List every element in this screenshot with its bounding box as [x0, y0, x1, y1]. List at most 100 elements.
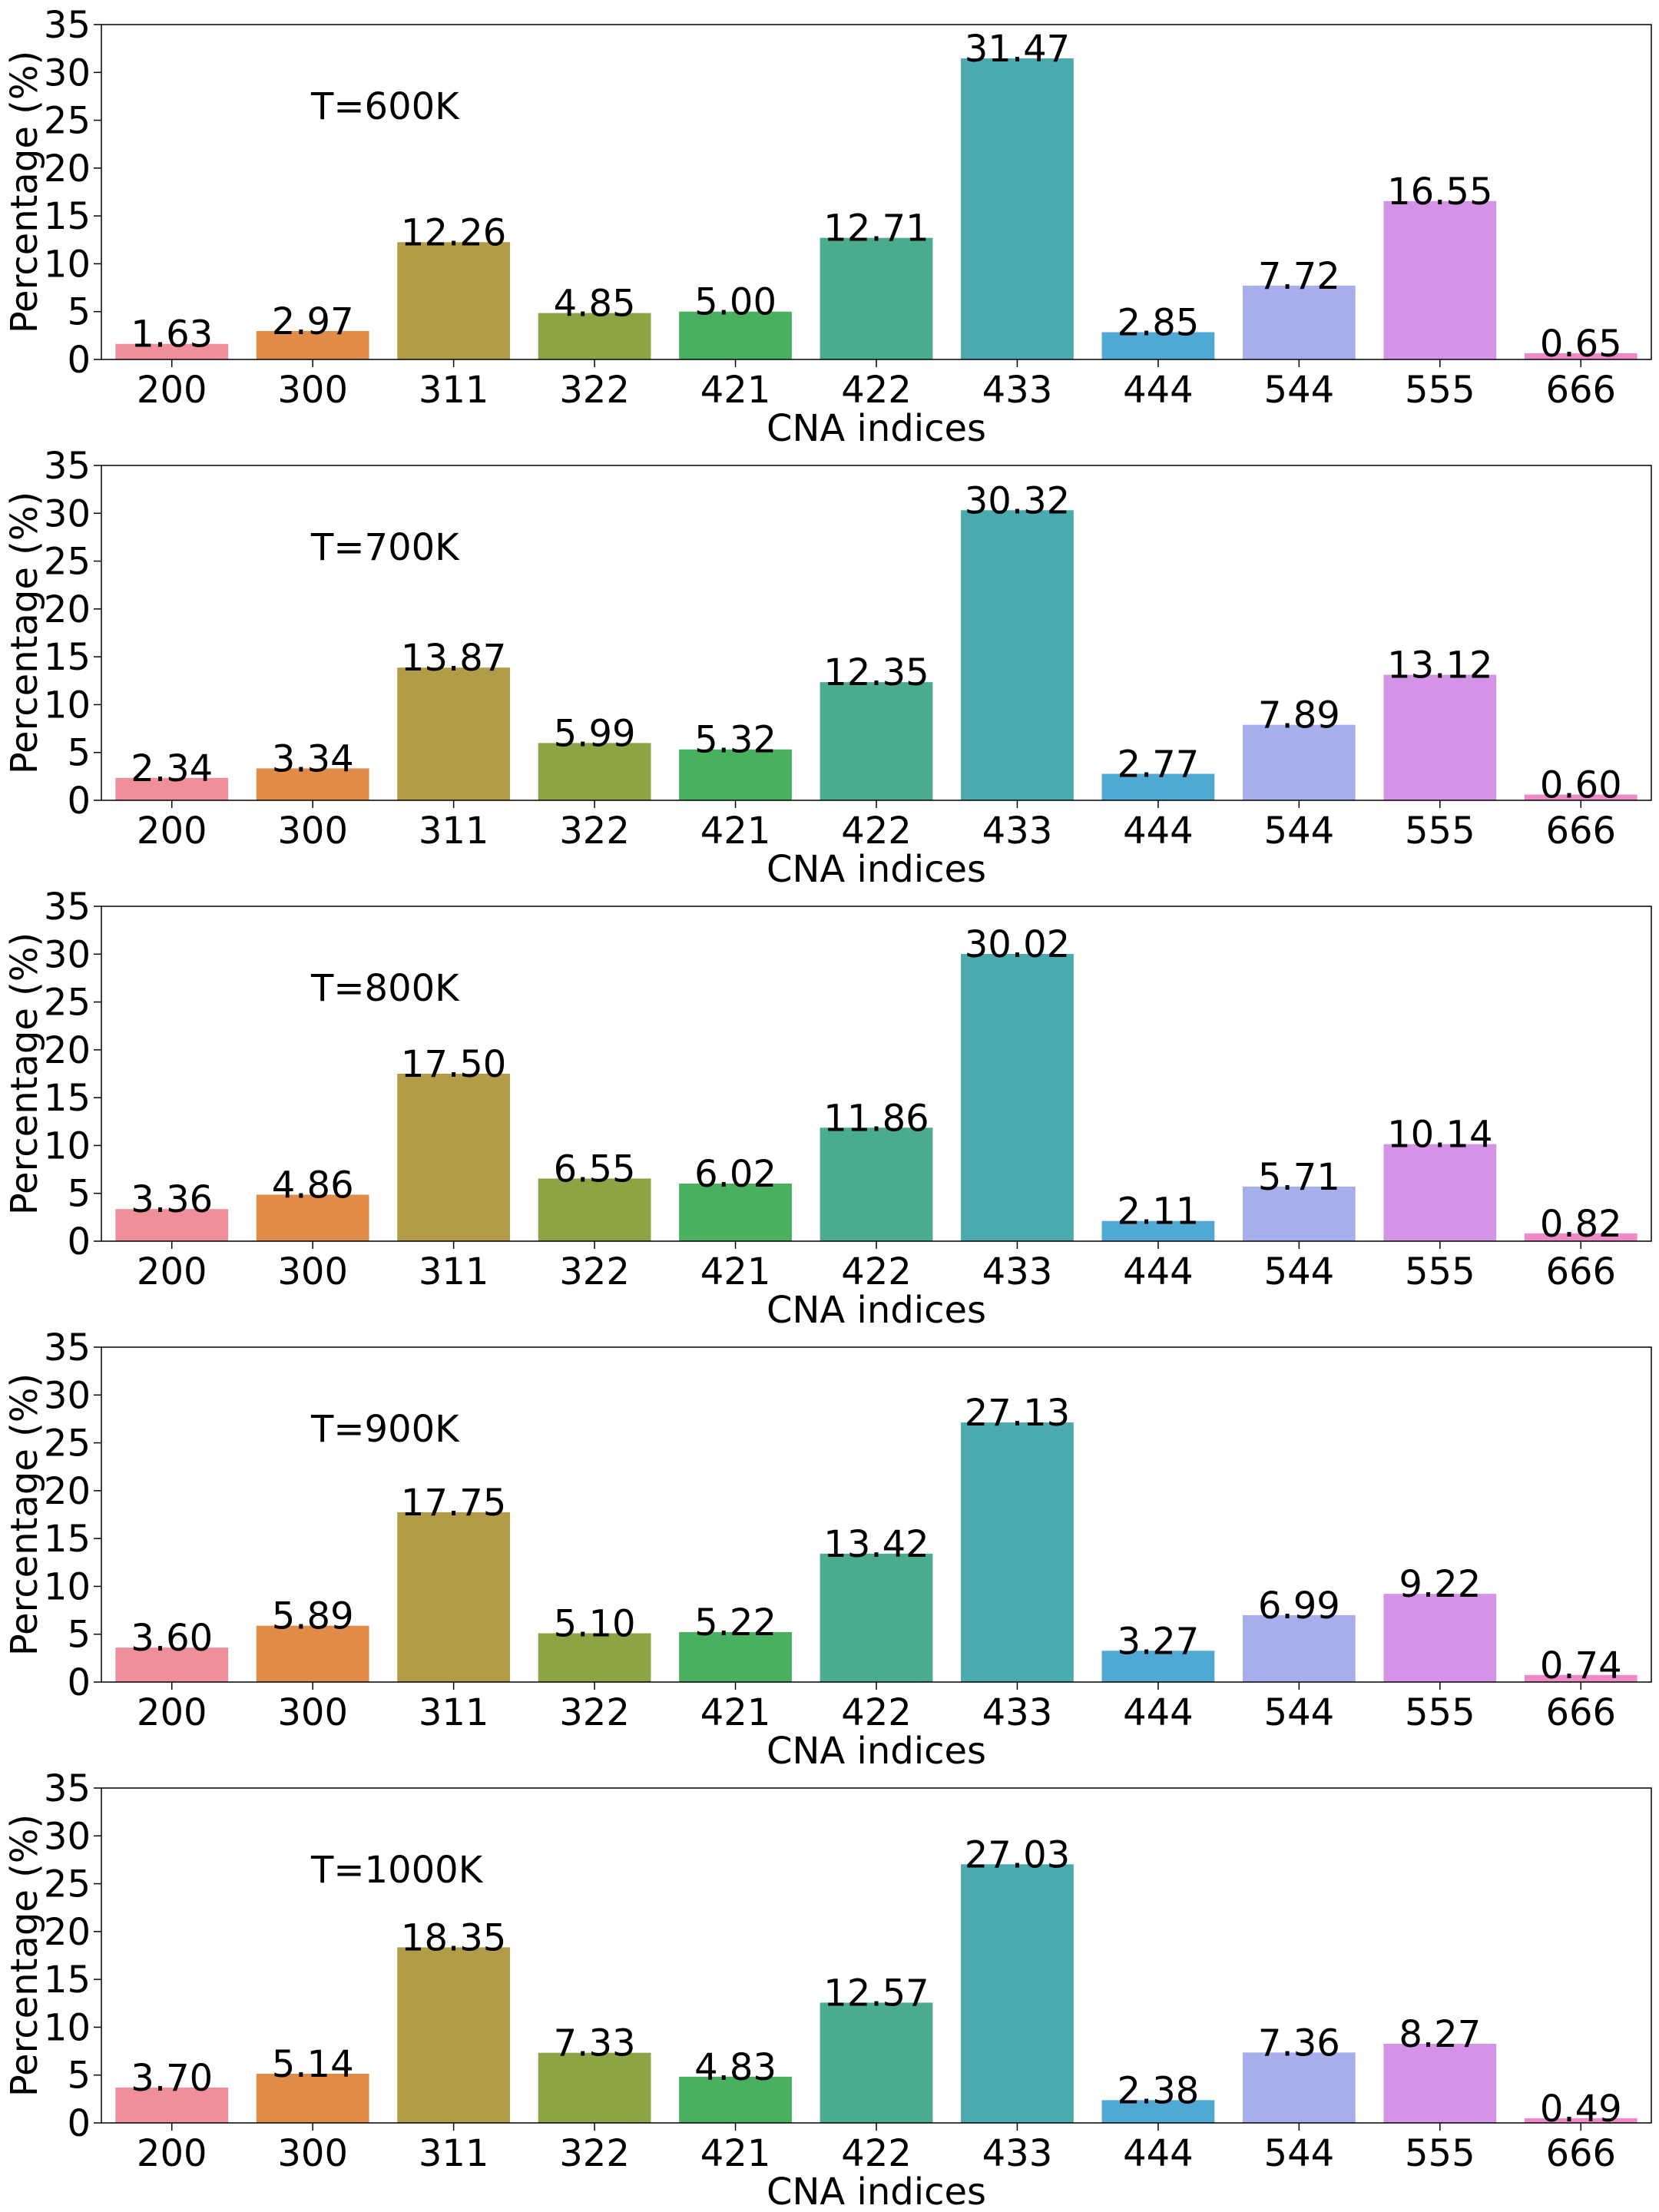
- x-tick-label: 421: [700, 369, 771, 412]
- value-label: 3.27: [1117, 1620, 1199, 1663]
- x-tick-label: 300: [277, 1250, 348, 1293]
- bar-433: [961, 510, 1074, 800]
- bar-444: [1101, 773, 1215, 800]
- y-tick-label: 25: [44, 100, 91, 143]
- bar-555: [1383, 1594, 1497, 1682]
- x-tick-label: 544: [1264, 1691, 1335, 1734]
- bar-433: [961, 58, 1074, 359]
- bar-444: [1101, 2100, 1215, 2123]
- y-tick-label: 25: [44, 1863, 91, 1906]
- x-tick-label: 300: [277, 810, 348, 853]
- value-label: 0.65: [1540, 323, 1622, 366]
- y-tick-label: 25: [44, 982, 91, 1025]
- value-label: 8.27: [1399, 2013, 1481, 2056]
- bar-421: [679, 311, 792, 359]
- y-axis-label: Percentage (%): [3, 932, 46, 1215]
- bar-422: [820, 682, 933, 800]
- x-tick-label: 422: [841, 1250, 912, 1293]
- value-label: 0.82: [1540, 1203, 1622, 1246]
- x-tick-label: 544: [1264, 369, 1335, 412]
- x-axis-label: CNA indices: [767, 407, 986, 450]
- value-label: 2.34: [131, 747, 213, 790]
- y-axis-label: Percentage (%): [3, 1814, 46, 2097]
- y-tick-label: 35: [44, 4, 91, 47]
- y-axis-label: Percentage (%): [3, 1373, 46, 1656]
- bar-555: [1383, 2043, 1497, 2123]
- y-tick-label: 10: [44, 1565, 91, 1608]
- x-tick-label: 421: [700, 1250, 771, 1293]
- value-label: 4.85: [554, 283, 636, 326]
- temperature-annotation: T=600K: [310, 85, 460, 128]
- x-axis-label: CNA indices: [767, 1730, 986, 1773]
- y-axis-label: Percentage (%): [3, 492, 46, 774]
- y-tick-label: 10: [44, 243, 91, 286]
- value-label: 3.36: [131, 1178, 213, 1221]
- bar-544: [1242, 285, 1356, 359]
- x-tick-label: 421: [700, 2132, 771, 2175]
- value-label: 0.60: [1540, 764, 1622, 807]
- value-label: 17.50: [401, 1043, 506, 1086]
- value-label: 12.26: [401, 211, 506, 254]
- x-axis-label: CNA indices: [767, 848, 986, 891]
- bar-544: [1242, 1614, 1356, 1682]
- x-tick-label: 666: [1545, 1691, 1616, 1734]
- bar-433: [961, 1422, 1074, 1682]
- bar-421: [679, 749, 792, 800]
- value-label: 2.77: [1117, 743, 1199, 786]
- value-label: 4.86: [272, 1164, 354, 1207]
- x-tick-label: 422: [841, 2132, 912, 2175]
- x-tick-label: 422: [841, 810, 912, 853]
- y-tick-label: 15: [44, 1518, 91, 1561]
- y-tick-label: 25: [44, 1422, 91, 1465]
- value-label: 7.33: [554, 2022, 636, 2065]
- bar-444: [1101, 332, 1215, 359]
- x-tick-label: 555: [1405, 369, 1475, 412]
- bar-666: [1524, 353, 1637, 359]
- value-label: 6.02: [694, 1153, 777, 1196]
- value-label: 7.72: [1258, 255, 1340, 298]
- value-label: 13.42: [823, 1523, 929, 1566]
- x-tick-label: 544: [1264, 1250, 1335, 1293]
- bar-444: [1101, 1220, 1215, 1241]
- x-tick-label: 422: [841, 369, 912, 412]
- y-tick-label: 30: [44, 51, 91, 94]
- value-label: 1.63: [131, 313, 213, 356]
- bar-311: [397, 242, 511, 359]
- y-tick-label: 30: [44, 933, 91, 976]
- temperature-annotation: T=800K: [310, 967, 460, 1010]
- bar-200: [115, 2087, 229, 2123]
- chart-panel-5: 3.70 5.14 18.35 7.33 4.83 12.57 27.03 2.38 7.36 8…: [3, 1767, 1652, 2212]
- chart-panel-2: 2.34 3.34 13.87 5.99 5.32 12.35 30.32 2.77 7.89 1…: [3, 445, 1652, 891]
- y-tick-label: 0: [67, 2102, 91, 2145]
- bar-200: [115, 343, 229, 359]
- bar-422: [820, 1128, 933, 1241]
- value-label: 27.13: [965, 1392, 1070, 1435]
- bar-422: [820, 2002, 933, 2123]
- value-label: 31.47: [965, 28, 1070, 71]
- bar-555: [1383, 200, 1497, 359]
- x-tick-label: 311: [419, 1691, 489, 1734]
- bar-311: [397, 1074, 511, 1241]
- bar-311: [397, 1947, 511, 2123]
- x-tick-label: 666: [1545, 1250, 1616, 1293]
- x-axis-label: CNA indices: [767, 2171, 986, 2212]
- value-label: 5.22: [694, 1601, 777, 1644]
- bar-433: [961, 954, 1074, 1241]
- x-tick-label: 444: [1123, 369, 1194, 412]
- value-label: 5.71: [1258, 1156, 1340, 1199]
- value-label: 5.89: [272, 1595, 354, 1638]
- bar-300: [256, 768, 369, 800]
- value-label: 7.89: [1258, 694, 1340, 737]
- value-label: 27.03: [965, 1833, 1070, 1876]
- bar-311: [397, 1512, 511, 1682]
- chart-panel-4: 3.60 5.89 17.75 5.10 5.22 13.42 27.13 3.27 6.99 9…: [3, 1326, 1652, 1773]
- x-tick-label: 322: [559, 369, 630, 412]
- x-tick-label: 544: [1264, 2132, 1335, 2175]
- value-label: 30.02: [965, 923, 1070, 966]
- x-axis-label: CNA indices: [767, 1289, 986, 1332]
- x-tick-label: 421: [700, 1691, 771, 1734]
- x-tick-label: 311: [419, 1250, 489, 1293]
- y-axis-label: Percentage (%): [3, 51, 46, 333]
- y-tick-label: 10: [44, 1124, 91, 1167]
